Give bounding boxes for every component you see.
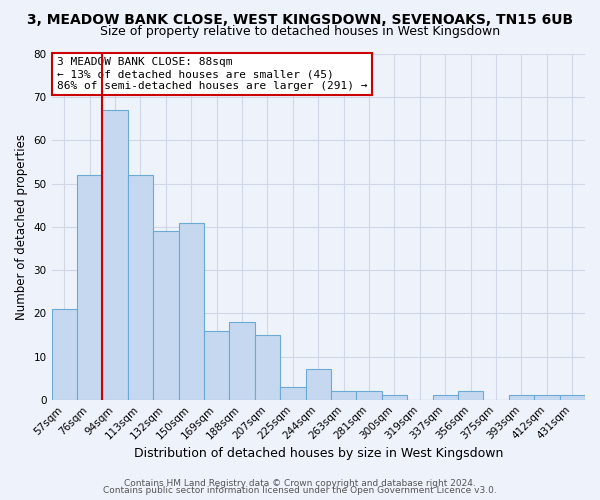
Bar [560,396,585,400]
Bar [179,222,204,400]
Text: 3, MEADOW BANK CLOSE, WEST KINGSDOWN, SEVENOAKS, TN15 6UB: 3, MEADOW BANK CLOSE, WEST KINGSDOWN, SE… [27,12,573,26]
X-axis label: Distribution of detached houses by size in West Kingsdown: Distribution of detached houses by size … [134,447,503,460]
Bar [534,396,560,400]
Text: 3 MEADOW BANK CLOSE: 88sqm
← 13% of detached houses are smaller (45)
86% of semi: 3 MEADOW BANK CLOSE: 88sqm ← 13% of deta… [57,58,367,90]
Bar [331,391,356,400]
Bar [356,391,382,400]
Bar [382,396,407,400]
Bar [153,231,179,400]
Bar [433,396,458,400]
Bar [305,370,331,400]
Bar [52,309,77,400]
Bar [509,396,534,400]
Bar [458,391,484,400]
Bar [229,322,255,400]
Bar [255,335,280,400]
Bar [77,175,103,400]
Text: Size of property relative to detached houses in West Kingsdown: Size of property relative to detached ho… [100,25,500,38]
Bar [280,387,305,400]
Bar [103,110,128,400]
Text: Contains public sector information licensed under the Open Government Licence v3: Contains public sector information licen… [103,486,497,495]
Bar [204,330,229,400]
Bar [128,175,153,400]
Y-axis label: Number of detached properties: Number of detached properties [15,134,28,320]
Text: Contains HM Land Registry data © Crown copyright and database right 2024.: Contains HM Land Registry data © Crown c… [124,478,476,488]
